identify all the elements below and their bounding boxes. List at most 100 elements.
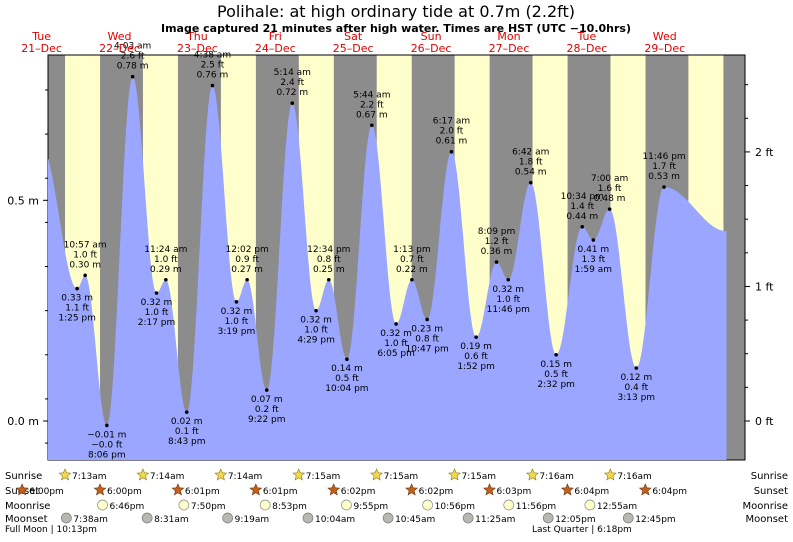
tide-point: [591, 238, 596, 242]
moonrise-time: 7:50pm: [191, 502, 226, 512]
day-name-label: Tue: [31, 30, 51, 43]
tide-label-time: 9:22 pm: [248, 415, 286, 425]
moonrise-icon: [503, 499, 515, 511]
tide-label-time: 3:19 pm: [218, 327, 256, 337]
sunrise-icon: [603, 468, 617, 481]
moonset-time: 10:04am: [315, 515, 355, 525]
sunrise-time: 7:14am: [150, 472, 185, 482]
tide-label-m: 0.25 m: [313, 265, 345, 275]
tide-point: [394, 322, 398, 326]
day-name-label: Wed: [653, 30, 677, 43]
tide-point: [554, 352, 558, 357]
tide-point: [75, 286, 79, 291]
tide-label-m: 0.14 m: [331, 364, 363, 374]
sunset-time: 6:00pm: [107, 487, 142, 497]
tide-label-m: 0.78 m: [117, 62, 149, 72]
full-moon-note: Full Moon | 10:13pm: [5, 525, 97, 535]
moonset-row-label-right: Moonset: [746, 514, 789, 525]
day-date-label: 25–Dec: [333, 42, 374, 55]
tide-label-ft: 2.2 ft: [360, 100, 384, 110]
moonrise-time: 9:55pm: [353, 502, 388, 512]
tide-point: [184, 410, 189, 414]
moonset-time: 12:05pm: [555, 515, 595, 525]
tide-label-ft: 0.1 ft: [175, 427, 199, 437]
moonset-time: 7:38am: [73, 515, 108, 525]
sunrise-time: 7:15am: [306, 472, 341, 482]
tide-label-ft: 1.7 ft: [652, 162, 676, 172]
right-tick-label: 2 ft: [755, 146, 774, 159]
left-tick-label: 0.5 m: [7, 194, 39, 207]
tide-point: [580, 224, 585, 229]
tide-point: [105, 423, 109, 428]
tide-label-time: 4:03 am: [114, 42, 151, 52]
tide-label-time: 1:25 pm: [58, 314, 96, 324]
sunrise-icon: [214, 468, 228, 481]
moonrise-icon: [422, 499, 433, 511]
tide-label-m: 0.54 m: [515, 168, 547, 178]
tide-label-ft: 1.4 ft: [570, 202, 594, 212]
tide-label-ft: −0.0 ft: [91, 440, 123, 450]
tide-label-time: 3:13 pm: [618, 393, 656, 403]
tide-point: [494, 260, 499, 264]
moonset-icon: [542, 512, 554, 524]
tide-point: [130, 74, 135, 79]
tide-label-ft: 2.0 ft: [440, 127, 464, 137]
day-name-label: Sat: [344, 30, 363, 43]
moonrise-time: 8:53pm: [272, 502, 307, 512]
moonset-icon: [462, 512, 474, 524]
sunset-icon: [560, 483, 574, 496]
tide-label-ft: 1.0 ft: [384, 339, 408, 349]
day-date-label: 29–Dec: [644, 42, 685, 55]
tide-label-m: 0.32 m: [141, 298, 173, 308]
tide-label-m: 0.27 m: [231, 265, 263, 275]
tide-label-time: 8:09 pm: [478, 227, 516, 237]
tide-label-m: 0.41 m: [577, 245, 609, 255]
tide-label-time: 7:00 am: [591, 174, 628, 184]
tide-label-time: 4:29 pm: [297, 336, 335, 346]
tide-label-m: 0.07 m: [251, 395, 283, 405]
moonset-icon: [382, 512, 394, 524]
tide-label-m: 0.02 m: [171, 417, 203, 427]
tide-label-m: 0.48 m: [594, 194, 626, 204]
tide-label-m: 0.32 m: [380, 329, 412, 339]
tide-label-ft: 0.5 ft: [335, 374, 359, 384]
day-name-label: Tue: [577, 30, 597, 43]
tide-label-ft: 1.0 ft: [73, 250, 97, 260]
sunrise-icon: [292, 468, 306, 481]
sunset-icon: [15, 483, 29, 496]
tide-point: [83, 273, 87, 278]
tide-label-m: 0.22 m: [396, 265, 428, 275]
tide-label-ft: 0.2 ft: [255, 405, 279, 415]
tide-point: [506, 277, 511, 282]
sunset-time: 6:02pm: [419, 487, 454, 497]
tide-label-m: 0.15 m: [540, 360, 572, 370]
tide-label-m: 0.23 m: [411, 324, 443, 334]
sunrise-time: 7:16am: [539, 472, 574, 482]
day-date-label: 22–Dec: [99, 42, 140, 55]
tide-label-time: 6:05 pm: [377, 349, 415, 359]
sunrise-icon: [448, 468, 461, 481]
tide-label-time: 11:24 am: [144, 245, 187, 255]
tide-label-m: 0.29 m: [150, 265, 182, 275]
moonrise-icon: [97, 499, 108, 511]
tide-label-time: 6:17 am: [433, 117, 470, 127]
sunrise-row-label-right: Sunrise: [751, 471, 788, 482]
tide-point: [662, 185, 666, 189]
tide-label-ft: 1.0 ft: [496, 295, 520, 305]
tide-label-time: 12:34 pm: [307, 245, 350, 255]
moonrise-row-label-right: Moonrise: [743, 501, 788, 512]
last-quarter-note: Last Quarter | 6:18pm: [532, 525, 632, 535]
tide-label-m: 0.32 m: [221, 307, 253, 317]
tide-area: [48, 76, 727, 460]
tide-label-time: 5:14 am: [274, 68, 311, 78]
tide-label-ft: 1.0 ft: [154, 255, 178, 265]
day-date-label: 28–Dec: [567, 42, 608, 55]
moonset-icon: [222, 512, 234, 524]
moonrise-time: 10:56pm: [435, 502, 475, 512]
sunset-icon: [483, 483, 496, 496]
tide-label-ft: 1.6 ft: [598, 184, 622, 194]
tide-point: [369, 123, 374, 128]
sunrise-time: 7:15am: [384, 472, 419, 482]
